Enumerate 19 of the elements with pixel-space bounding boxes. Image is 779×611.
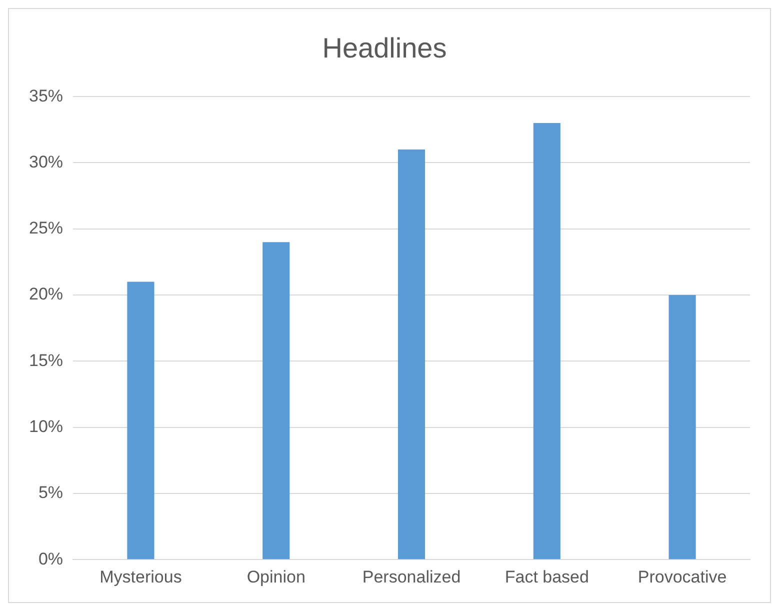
y-tick-label: 10% [28, 417, 64, 436]
y-tick-label: 0% [38, 549, 64, 568]
chart-title: Headlines [322, 32, 447, 64]
y-tick-label: 35% [28, 86, 64, 106]
x-tick-label: Provocative [638, 567, 727, 586]
bar [533, 123, 560, 560]
y-tick-label: 25% [28, 218, 64, 238]
x-tick-label: Mysterious [100, 567, 182, 586]
y-tick-label: 20% [28, 284, 64, 304]
x-tick-label: Personalized [362, 567, 461, 586]
bar [668, 295, 696, 560]
bar [127, 282, 154, 560]
x-tick-label: Fact based [504, 567, 589, 586]
y-tick-label: 5% [38, 483, 64, 502]
bar [262, 242, 290, 560]
y-tick-label: 30% [28, 152, 64, 172]
x-tick-label: Opinion [246, 567, 306, 586]
y-tick-label: 15% [28, 350, 64, 370]
bar [398, 150, 426, 560]
